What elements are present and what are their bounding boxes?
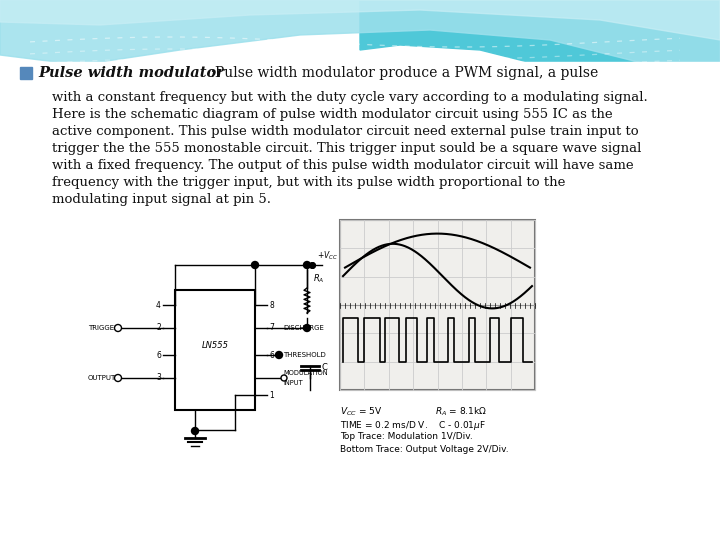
Text: MODULATION: MODULATION [283,370,328,376]
Text: :Pulse width modulator produce a PWM signal, a pulse: :Pulse width modulator produce a PWM sig… [206,66,598,80]
Text: Here is the schematic diagram of pulse width modulator circuit using 555 IC as t: Here is the schematic diagram of pulse w… [52,108,613,121]
Text: with a fixed frequency. The output of this pulse width modulator circuit will ha: with a fixed frequency. The output of th… [52,159,634,172]
Text: 3: 3 [156,374,161,382]
Text: frequency with the trigger input, but with its pulse width proportional to the: frequency with the trigger input, but wi… [52,176,565,189]
Polygon shape [360,0,720,110]
Polygon shape [0,0,720,80]
Text: 6: 6 [156,350,161,360]
Text: 4: 4 [156,300,161,309]
Text: TRIGGER: TRIGGER [88,325,119,331]
Circle shape [276,352,282,359]
Text: Bottom Trace: Output Voltage 2V/Div.: Bottom Trace: Output Voltage 2V/Div. [340,445,508,454]
Text: DISCHARGE: DISCHARGE [283,325,324,331]
Text: 2: 2 [156,323,161,333]
Text: TIME = 0.2 ms/D V.    C - 0.01$\mu$F: TIME = 0.2 ms/D V. C - 0.01$\mu$F [340,419,486,432]
Text: LN555: LN555 [202,341,228,349]
Text: OUTPUT: OUTPUT [88,375,116,381]
Circle shape [192,428,199,435]
Text: Top Trace: Modulation 1V/Div.: Top Trace: Modulation 1V/Div. [340,432,473,441]
Polygon shape [0,0,720,40]
Circle shape [281,375,287,381]
Text: with a constant frequency but with the duty cycle vary according to a modulating: with a constant frequency but with the d… [52,91,648,104]
Bar [175,290,255,410]
Text: active component. This pulse width modulator circuit need external pulse train i: active component. This pulse width modul… [52,125,639,138]
Text: $R_A$: $R_A$ [313,273,325,285]
Text: THRESHOLD: THRESHOLD [283,352,325,358]
Text: $R_A$ = 8.1k$\Omega$: $R_A$ = 8.1k$\Omega$ [435,405,487,417]
Circle shape [114,325,122,332]
Bar [340,220,535,390]
Text: INPUT: INPUT [283,380,302,386]
Text: 1: 1 [269,390,274,400]
Text: Pulse width modulator: Pulse width modulator [38,66,224,80]
Circle shape [251,261,258,268]
Circle shape [114,375,122,381]
Text: modulating input signal at pin 5.: modulating input signal at pin 5. [52,193,271,206]
Text: trigger the the 555 monostable circuit. This trigger input sould be a square wav: trigger the the 555 monostable circuit. … [52,142,642,155]
Text: C: C [321,363,327,373]
Bar [0,62,720,540]
Text: 6: 6 [269,350,274,360]
Bar [20,67,32,79]
Circle shape [304,261,310,268]
Text: 8: 8 [269,300,274,309]
Text: $+V_{CC}$: $+V_{CC}$ [317,249,338,262]
Circle shape [304,325,310,332]
Text: 7: 7 [269,323,274,333]
Text: $V_{CC}$ = 5V: $V_{CC}$ = 5V [340,405,382,417]
